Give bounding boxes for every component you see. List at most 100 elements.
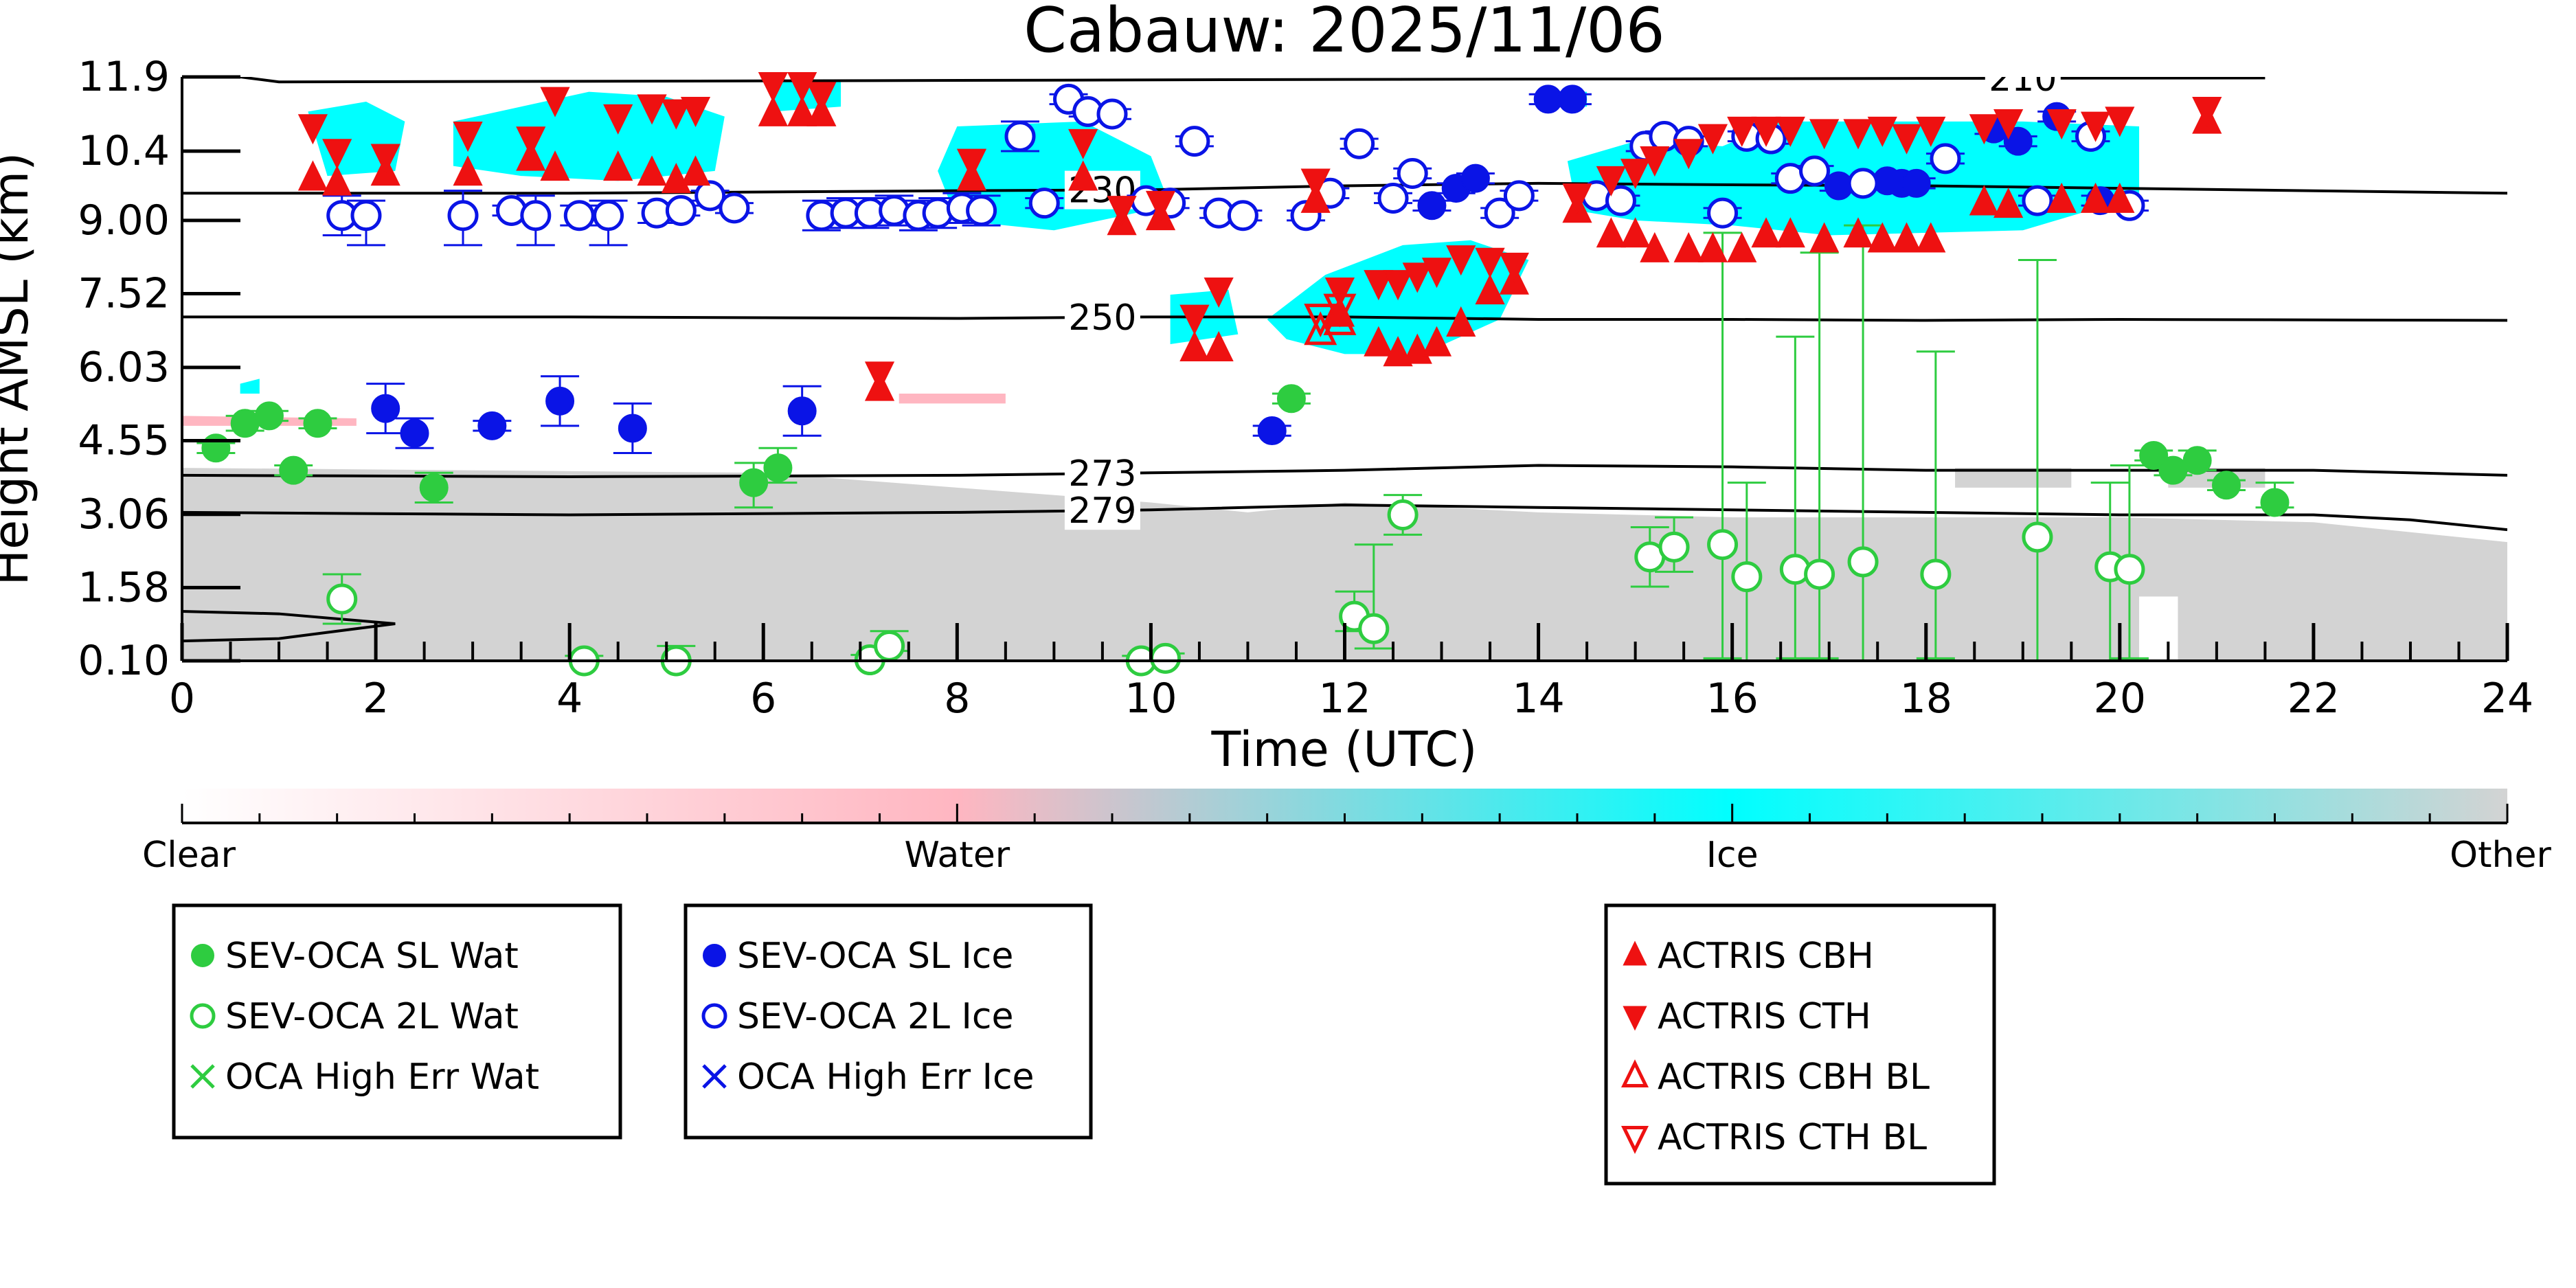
marker-sev-oca-2l-ice-45 [1799,155,1831,187]
marker-actris-cth-bl-1 [1323,293,1357,328]
y-tick-label-3.06: 3.06 [78,490,170,539]
contour-line-unlabeled-5 [182,609,396,643]
marker-sev-oca-2l-ice-4 [520,200,552,231]
region-ice-0 [308,102,405,177]
marker-sev-oca-sl-ice-4 [618,414,647,443]
marker-actris-cbh-36 [1751,217,1781,248]
colorbar-label-other: Other [2450,835,2551,876]
x-tick-label-8: 8 [944,675,970,723]
marker-actris-cth-39 [1843,119,1873,150]
marker-sev-oca-2l-wat-11 [1658,531,1690,563]
marker-sev-oca-sl-ice-2 [477,411,507,440]
legend-marker-sev-oca-sl-ice [703,944,726,967]
marker-sev-oca-2l-ice-34 [1484,197,1515,229]
marker-actris-cbh-43 [1969,185,1999,216]
marker-actris-cth-29 [1562,183,1592,214]
legend-label-oca-high-err-wat: OCA High Err Wat [225,1057,539,1098]
marker-sev-oca-2l-ice-19 [1004,120,1036,152]
marker-actris-cth-43 [1969,114,1999,145]
marker-sev-oca-2l-ice-33 [1397,157,1428,189]
marker-actris-cbh-22 [1364,326,1394,357]
marker-actris-cth-17 [1145,190,1176,221]
marker-sev-oca-sl-wat-9 [2139,441,2169,471]
legend-label-sev-oca-sl-ice: SEV-OCA SL Ice [737,936,1013,977]
marker-sev-oca-2l-wat-12 [1707,529,1739,561]
marker-actris-cbh-37 [1775,217,1805,248]
marker-actris-cth-20 [1300,168,1331,199]
legend-label-sev-oca-2l-wat: SEV-OCA 2L Wat [225,996,519,1037]
x-tick-label-14: 14 [1512,675,1564,723]
marker-actris-cbh-18 [1179,330,1210,361]
marker-sev-oca-sl-ice-17 [2003,126,2033,156]
marker-actris-cth-36 [1751,116,1781,147]
marker-actris-cbh-23 [1383,336,1413,367]
marker-actris-cbh-42 [1916,222,1946,253]
marker-actris-cth-32 [1640,146,1670,177]
marker-actris-cth-38 [1809,119,1840,150]
marker-sev-oca-sl-wat-7 [763,453,793,483]
marker-actris-cth-13 [864,361,895,392]
marker-actris-cbh-27 [1475,274,1505,305]
marker-actris-cth-21 [1324,277,1355,308]
legend-label-actris-cbh: ACTRIS CBH [1658,936,1874,977]
marker-sev-oca-2l-ice-26 [1179,126,1210,157]
marker-actris-cth-9 [680,97,711,128]
marker-sev-oca-2l-wat-0 [326,583,358,615]
marker-sev-oca-2l-ice-1 [350,200,382,231]
errorbar-sev-oca-2l-wat-15 [1800,251,1839,659]
marker-sev-oca-2l-ice-20 [1028,188,1060,219]
marker-actris-cth-26 [1446,245,1476,276]
marker-sev-oca-sl-wat-2 [254,401,284,431]
contour-label-bg-210 [1985,77,2061,98]
marker-actris-cth-10 [758,72,788,103]
marker-sev-oca-sl-ice-6 [1257,416,1287,446]
marker-actris-cth-8 [661,99,691,130]
marker-actris-cth-0 [297,114,328,145]
marker-actris-cbh-1 [322,165,352,196]
legend-marker-actris-cth [1623,1006,1647,1031]
legend-marker-sev-oca-2l-wat [190,1003,216,1029]
marker-sev-oca-2l-wat-9 [1387,499,1419,530]
marker-sev-oca-2l-wat-8 [1358,613,1390,644]
plot-markers [201,72,2290,677]
marker-actris-cbh-10 [758,95,788,126]
marker-sev-oca-2l-ice-48 [2022,185,2053,216]
marker-actris-cth-4 [516,126,546,157]
marker-sev-oca-sl-ice-1 [400,418,429,448]
x-tick-label-10: 10 [1125,675,1177,723]
contour-line-250 [182,315,2507,322]
marker-actris-cbh-5 [540,150,570,181]
legend-label-actris-cth: ACTRIS CTH [1658,996,1871,1037]
legend-box-3: ACTRIS CBH ACTRIS CTH ACTRIS CBH BL ACTRIS … [1604,903,1996,1186]
marker-actris-cbh-35 [1727,231,1757,262]
marker-actris-cth-44 [1993,109,2024,140]
marker-actris-cth-3 [453,122,483,152]
marker-actris-cbh-39 [1843,217,1873,248]
legend-frame-1 [172,903,622,1140]
marker-actris-cbh-11 [787,95,817,126]
marker-actris-cbh-9 [680,155,711,186]
marker-sev-oca-2l-ice-23 [1096,98,1128,130]
legend-label-actris-cbh-bl: ACTRIS CBH BL [1658,1057,1930,1098]
marker-actris-cth-47 [2105,106,2135,137]
contour-label-bg-250 [1064,297,1140,337]
marker-actris-cbh-15 [1068,160,1098,191]
colorbar-label-ice: Ice [1706,835,1759,876]
marker-sev-oca-2l-ice-5 [563,200,595,231]
marker-sev-oca-2l-wat-18 [2022,521,2053,553]
marker-sev-oca-sl-wat-3 [279,455,308,485]
x-tick-label-0: 0 [169,675,195,723]
marker-sev-oca-2l-ice-35 [1503,180,1535,212]
marker-sev-oca-2l-ice-18 [966,194,997,226]
marker-actris-cbh-7 [637,155,667,186]
colorbar-label-clear: Clear [142,835,236,876]
marker-sev-oca-sl-ice-3 [545,386,575,416]
legend-label-oca-high-err-ice: OCA High Err Ice [737,1057,1035,1098]
x-tick-label-24: 24 [2481,675,2533,723]
marker-sev-oca-2l-wat-4 [874,630,905,662]
marker-sev-oca-sl-wat-6 [739,468,769,497]
marker-sev-oca-2l-ice-46 [1847,168,1879,199]
marker-actris-cbh-25 [1421,326,1452,357]
legend-label-actris-cth-bl: ACTRIS CTH BL [1658,1117,1927,1158]
